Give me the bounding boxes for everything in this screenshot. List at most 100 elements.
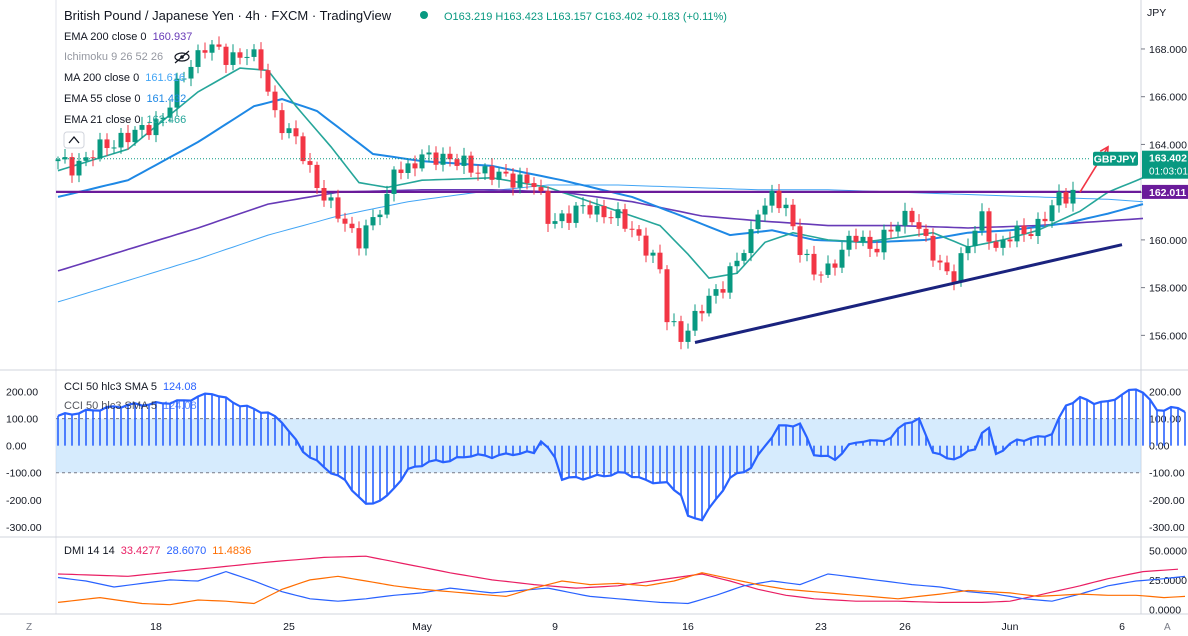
candle-body: [874, 248, 880, 253]
candle: [1028, 227, 1034, 240]
legend-ema200[interactable]: EMA 200 close 0 160.937: [64, 31, 192, 43]
candle-body: [181, 78, 187, 80]
candle: [797, 218, 803, 263]
candle-body: [678, 321, 684, 342]
candle-body: [951, 271, 957, 283]
candle: [160, 112, 166, 127]
candle: [601, 199, 607, 224]
candle: [55, 156, 61, 170]
cci-legend[interactable]: CCI 50 hlc3 SMA 5 124.08 CCI 50 hlc3 SMA …: [64, 381, 197, 412]
candle-body: [475, 172, 481, 174]
candle: [118, 127, 124, 154]
candle: [972, 226, 978, 254]
legend-dmi-v3: 11.4836: [212, 545, 251, 557]
cci-tick-label-left: 0.00: [6, 441, 27, 453]
candle: [279, 102, 285, 140]
candle-body: [1000, 239, 1006, 248]
chevron-up-icon: [68, 135, 80, 144]
candle-body: [69, 157, 75, 176]
candle-body: [384, 193, 390, 215]
candle: [580, 197, 586, 214]
indicator-legend[interactable]: EMA 200 close 0 160.937 Ichimoku 9 26 52 …: [63, 31, 192, 149]
candle: [237, 48, 243, 65]
candle-body: [405, 163, 411, 173]
candle-body: [1028, 234, 1034, 237]
time-tick-label: 25: [283, 621, 295, 633]
candle: [419, 149, 425, 172]
candle-body: [888, 229, 894, 232]
legend-ema21[interactable]: EMA 21 close 0 162.466: [64, 114, 186, 126]
legend-cci-main[interactable]: CCI 50 hlc3 SMA 5 124.08: [64, 381, 197, 393]
candle-body: [139, 125, 145, 130]
cci-tick-label-left: -100.00: [6, 468, 42, 480]
candle: [860, 230, 866, 247]
candle-body: [1070, 189, 1076, 204]
legend-cci-overlay[interactable]: CCI 50 hlc3 SMA 5 124.08: [64, 400, 197, 412]
candle-body: [993, 241, 999, 248]
timezone-icon[interactable]: Z: [26, 622, 32, 633]
candle-body: [132, 129, 138, 143]
candle: [720, 281, 726, 299]
candle: [209, 40, 215, 61]
candle: [272, 85, 278, 118]
candle-body: [937, 260, 943, 263]
candle-body: [594, 205, 600, 215]
dmi-series-line: [57, 555, 1179, 603]
currency-label: JPY: [1147, 7, 1166, 19]
legend-ema55[interactable]: EMA 55 close 0 161.432: [64, 93, 186, 105]
candle: [839, 241, 845, 273]
candle-body: [972, 230, 978, 247]
auto-scale-icon[interactable]: A: [1164, 622, 1171, 633]
candle: [167, 100, 173, 123]
legend-ichimoku[interactable]: Ichimoku 9 26 52 26: [64, 51, 163, 63]
legend-cci-main-value: 124.08: [163, 381, 197, 393]
candle: [286, 123, 292, 139]
candle: [776, 183, 782, 213]
candle: [188, 60, 194, 87]
candle: [251, 44, 257, 62]
legend-dmi[interactable]: DMI 14 14 33.4277 28.6070 11.4836: [64, 545, 251, 557]
candle-body: [923, 228, 929, 236]
candle-body: [846, 235, 852, 250]
candle: [531, 177, 537, 195]
candle-body: [167, 107, 173, 118]
time-tick-label: Jun: [1002, 621, 1019, 633]
collapse-legend-button[interactable]: [63, 131, 85, 149]
candle-body: [818, 274, 824, 276]
candle: [748, 221, 754, 262]
candle-body: [832, 263, 838, 268]
candle-body: [748, 229, 754, 254]
rising-trendline[interactable]: [694, 243, 1123, 344]
candle-body: [944, 262, 950, 272]
candle: [181, 71, 187, 83]
time-tick-label: May: [412, 621, 433, 633]
candle: [524, 167, 530, 190]
candle: [867, 230, 873, 257]
candle-body: [321, 188, 327, 201]
time-tick-label: 26: [899, 621, 911, 633]
candle: [930, 228, 936, 267]
candle-body: [419, 154, 425, 169]
candle: [132, 126, 138, 146]
candle: [1070, 181, 1076, 212]
candle: [979, 203, 985, 236]
eye-off-icon[interactable]: [174, 50, 190, 64]
cci-tick-label-right: -300.00: [1149, 522, 1185, 534]
candle-body: [342, 218, 348, 224]
dmi-series-line: [57, 572, 1186, 606]
symbol-tag[interactable]: GBPJPY: [1093, 151, 1138, 166]
candle: [307, 152, 313, 173]
candle: [594, 198, 600, 223]
candle: [846, 230, 852, 257]
candle-body: [510, 173, 516, 188]
candle: [293, 120, 299, 145]
candle: [783, 197, 789, 217]
market-open-dot: [420, 11, 428, 19]
candle: [1021, 218, 1027, 242]
candle-body: [839, 249, 845, 268]
legend-ma200[interactable]: MA 200 close 0 161.616: [64, 72, 185, 84]
candle-body: [979, 211, 985, 231]
legend-dmi-label: DMI 14 14: [64, 545, 115, 557]
price-tick-label: 156.000: [1149, 330, 1187, 342]
